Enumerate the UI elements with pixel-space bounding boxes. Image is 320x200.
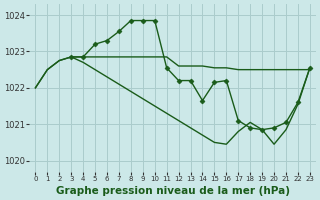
X-axis label: Graphe pression niveau de la mer (hPa): Graphe pression niveau de la mer (hPa) <box>56 186 290 196</box>
